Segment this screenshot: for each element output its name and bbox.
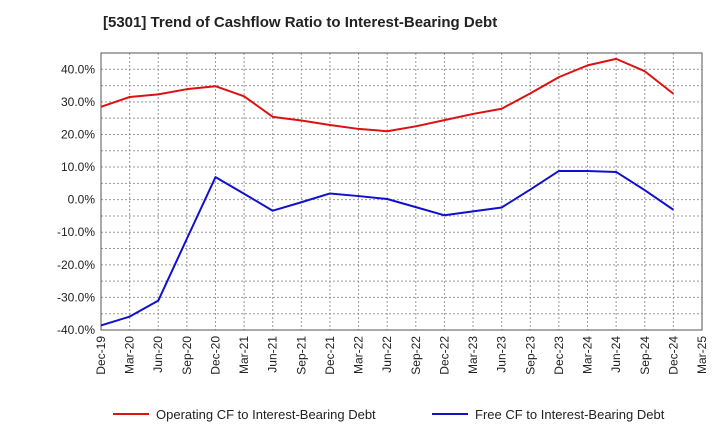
- x-tick-label: Jun-22: [380, 336, 394, 373]
- x-tick-label: Dec-22: [437, 336, 451, 375]
- x-tick-label: Sep-20: [180, 336, 194, 375]
- x-tick-label: Sep-21: [294, 336, 308, 375]
- x-tick-label: Dec-20: [208, 336, 222, 375]
- x-tick-label: Mar-24: [581, 336, 595, 374]
- y-tick-label: 30.0%: [61, 95, 95, 109]
- legend: Operating CF to Interest-Bearing Debt Fre…: [113, 407, 665, 422]
- x-tick-label: Sep-23: [523, 336, 537, 375]
- y-tick-label: 10.0%: [61, 160, 95, 174]
- x-axis-ticks: Dec-19 Mar-20 Jun-20 Sep-20 Dec-20 Mar-21 Jun-…: [94, 336, 709, 375]
- series-line-1: [100, 57, 674, 133]
- plot-frame: [100, 52, 703, 331]
- x-tick-label: Sep-22: [409, 336, 423, 375]
- x-tick-label: Jun-23: [495, 336, 509, 373]
- series-layer: [100, 57, 674, 327]
- x-tick-label: Jun-20: [151, 336, 165, 373]
- x-tick-label: Dec-19: [94, 336, 108, 375]
- legend-label-1: Operating CF to Interest-Bearing Debt: [156, 407, 376, 422]
- x-tick-label: Jun-21: [266, 336, 280, 373]
- grid-layer: [100, 52, 703, 331]
- x-tick-label: Mar-23: [466, 336, 480, 374]
- y-axis-ticks: 40.0% 30.0% 20.0% 10.0% 0.0% -10.0% -20.0% -30.…: [57, 62, 95, 337]
- x-tick-label: Mar-25: [695, 336, 709, 374]
- y-tick-label: -30.0%: [57, 290, 95, 304]
- y-tick-label: -20.0%: [57, 258, 95, 272]
- legend-label-2: Free CF to Interest-Bearing Debt: [475, 407, 665, 422]
- x-tick-label: Mar-22: [352, 336, 366, 374]
- y-tick-label: -40.0%: [57, 323, 95, 337]
- y-tick-label: -10.0%: [57, 225, 95, 239]
- series-line-2: [100, 169, 674, 327]
- y-tick-label: 40.0%: [61, 62, 95, 76]
- x-tick-label: Mar-20: [123, 336, 137, 374]
- x-tick-label: Jun-24: [609, 336, 623, 373]
- x-tick-label: Sep-24: [638, 336, 652, 375]
- x-tick-label: Dec-23: [552, 336, 566, 375]
- y-tick-label: 0.0%: [68, 193, 96, 207]
- x-tick-label: Mar-21: [237, 336, 251, 374]
- y-tick-label: 20.0%: [61, 127, 95, 141]
- chart-title: [5301] Trend of Cashflow Ratio to Intere…: [103, 14, 498, 31]
- x-tick-label: Dec-24: [666, 336, 680, 375]
- x-tick-label: Dec-21: [323, 336, 337, 375]
